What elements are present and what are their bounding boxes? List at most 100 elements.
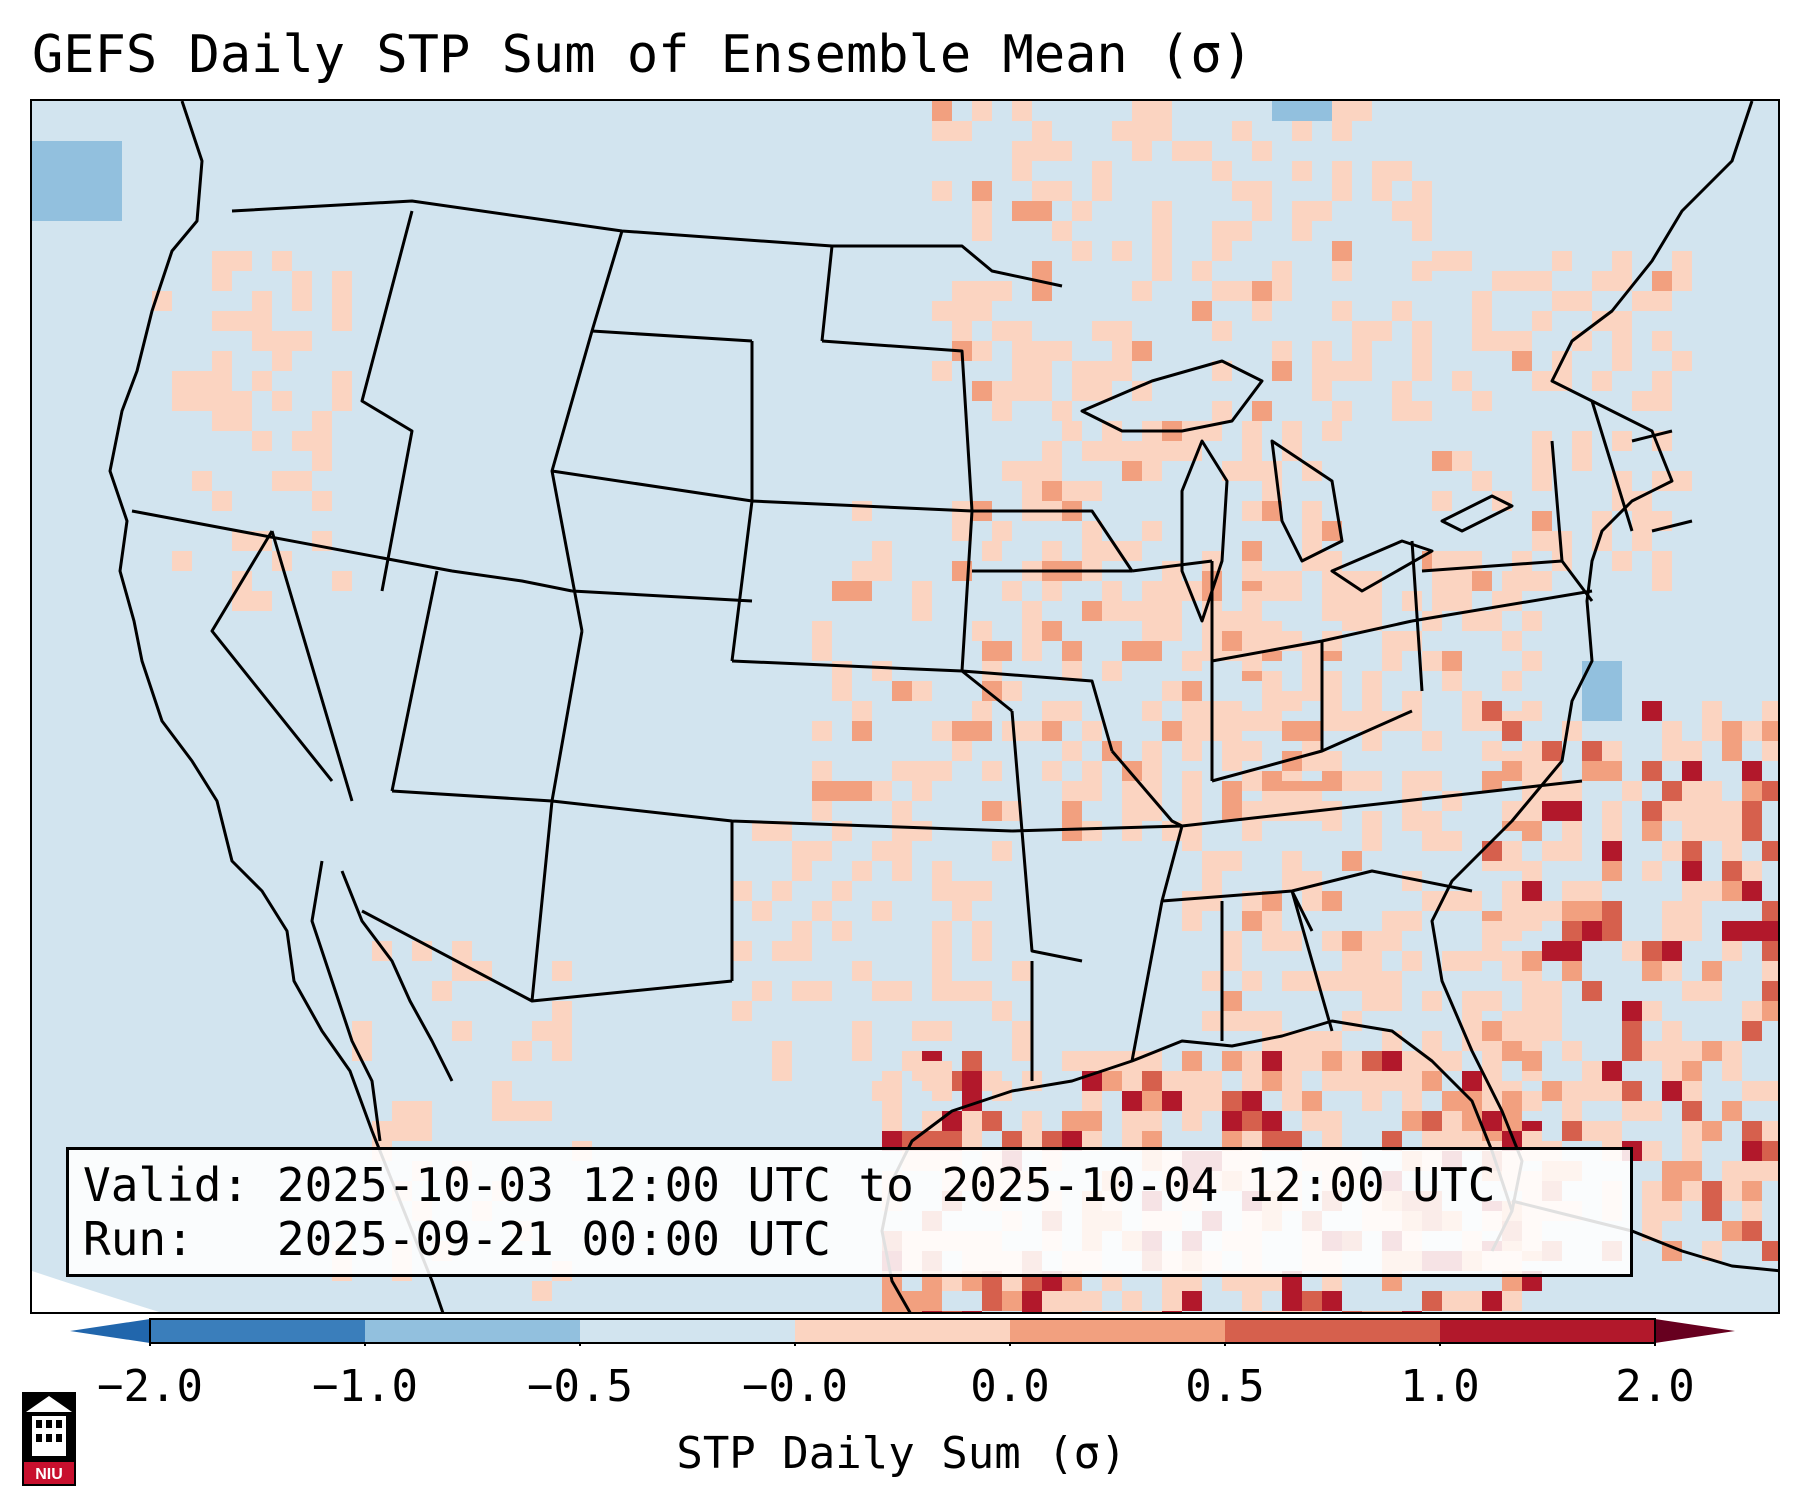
anomaly-cell bbox=[1302, 891, 1322, 911]
anomaly-cell bbox=[1022, 1291, 1042, 1311]
anomaly-cell bbox=[942, 1131, 962, 1151]
anomaly-cell bbox=[1392, 201, 1412, 221]
anomaly-cell bbox=[1662, 1021, 1682, 1041]
anomaly-cell bbox=[1472, 331, 1492, 351]
anomaly-cell bbox=[1552, 371, 1572, 391]
anomaly-cell bbox=[1252, 401, 1272, 421]
anomaly-cell bbox=[1602, 841, 1622, 861]
anomaly-cell bbox=[812, 981, 832, 1001]
anomaly-cell bbox=[772, 1061, 792, 1081]
anomaly-cell bbox=[1522, 801, 1542, 821]
anomaly-cell bbox=[1262, 1051, 1282, 1071]
anomaly-cell bbox=[1522, 741, 1542, 761]
anomaly-cell bbox=[1552, 291, 1572, 311]
colorbar-tick-label: −2.0 bbox=[97, 1361, 203, 1412]
anomaly-cell bbox=[1242, 801, 1262, 821]
anomaly-cell bbox=[1222, 991, 1242, 1011]
anomaly-cell bbox=[1302, 651, 1322, 671]
anomaly-cell bbox=[1722, 921, 1742, 941]
anomaly-cell bbox=[272, 251, 292, 271]
anomaly-cell bbox=[1082, 481, 1102, 501]
anomaly-cell bbox=[1082, 601, 1102, 621]
anomaly-cell bbox=[792, 841, 812, 861]
anomaly-cell bbox=[1162, 441, 1182, 461]
anomaly-cell bbox=[1272, 281, 1292, 301]
anomaly-cell bbox=[892, 861, 912, 881]
anomaly-cell bbox=[1502, 841, 1522, 861]
anomaly-cell bbox=[312, 491, 332, 511]
anomaly-cell bbox=[1742, 1181, 1762, 1201]
lake-michigan bbox=[1180, 439, 1229, 623]
anomaly-cell bbox=[252, 291, 272, 311]
anomaly-cell bbox=[1062, 661, 1082, 681]
anomaly-cell bbox=[1542, 841, 1562, 861]
anomaly-cell bbox=[332, 291, 352, 311]
anomaly-cell bbox=[1602, 1121, 1622, 1141]
anomaly-cell bbox=[1182, 421, 1202, 441]
anomaly-cell bbox=[1152, 201, 1172, 221]
anomaly-cell bbox=[1422, 991, 1442, 1011]
anomaly-cell bbox=[1422, 1071, 1442, 1091]
anomaly-cell bbox=[1462, 1291, 1482, 1311]
anomaly-cell bbox=[1422, 731, 1442, 751]
anomaly-cell bbox=[1122, 781, 1142, 801]
anomaly-cell bbox=[872, 901, 892, 921]
colorbar-tick-label: 0.0 bbox=[970, 1361, 1050, 1412]
colorbar-segment bbox=[580, 1319, 796, 1343]
anomaly-cell bbox=[492, 1081, 512, 1101]
anomaly-cell bbox=[1132, 101, 1152, 121]
anomaly-cell bbox=[1742, 1021, 1762, 1041]
anomaly-cell bbox=[1362, 931, 1382, 951]
colorbar bbox=[70, 1318, 1735, 1346]
anomaly-cell bbox=[192, 471, 212, 491]
anomaly-cell bbox=[312, 411, 332, 431]
anomaly-cell bbox=[872, 841, 892, 861]
anomaly-cell bbox=[1262, 671, 1282, 691]
anomaly-cell bbox=[1332, 181, 1352, 201]
anomaly-cell bbox=[1302, 551, 1322, 571]
anomaly-cell bbox=[1532, 271, 1552, 291]
anomaly-cell bbox=[852, 561, 872, 581]
anomaly-cell bbox=[1612, 251, 1632, 271]
anomaly-cell bbox=[1682, 761, 1702, 781]
anomaly-cell bbox=[1282, 1131, 1302, 1151]
anomaly-cell bbox=[1442, 651, 1462, 671]
anomaly-cell bbox=[352, 1021, 372, 1041]
anomaly-cell bbox=[732, 941, 752, 961]
anomaly-cell bbox=[1302, 791, 1322, 811]
anomaly-cell bbox=[932, 121, 952, 141]
anomaly-cell bbox=[1742, 1201, 1762, 1221]
anomaly-cell bbox=[1302, 671, 1322, 691]
anomaly-cell bbox=[1362, 691, 1382, 711]
anomaly-cell bbox=[1162, 721, 1182, 741]
anomaly-cell bbox=[1072, 381, 1092, 401]
anomaly-cell bbox=[1482, 941, 1502, 961]
anomaly-cell bbox=[1622, 1101, 1642, 1121]
anomaly-cell bbox=[192, 371, 212, 391]
colorbar-segment bbox=[795, 1319, 1011, 1343]
anomaly-cell bbox=[992, 381, 1012, 401]
anomaly-cell bbox=[892, 681, 912, 701]
anomaly-cell bbox=[1422, 1131, 1442, 1151]
anomaly-cell bbox=[1202, 891, 1222, 911]
anomaly-cell bbox=[1182, 731, 1202, 751]
anomaly-cell bbox=[1052, 181, 1072, 201]
anomaly-cell bbox=[932, 941, 952, 961]
anomaly-cell bbox=[1152, 101, 1172, 121]
anomaly-cell bbox=[1432, 251, 1452, 271]
anomaly-cell bbox=[1042, 1131, 1062, 1151]
anomaly-cell bbox=[1112, 121, 1132, 141]
anomaly-cell bbox=[1242, 421, 1262, 441]
anomaly-cell bbox=[1312, 201, 1332, 221]
anomaly-cell bbox=[1242, 591, 1262, 611]
anomaly-cell bbox=[1632, 291, 1652, 311]
anomaly-cell bbox=[1672, 351, 1692, 371]
anomaly-cell bbox=[1222, 631, 1242, 651]
anomaly-cell bbox=[1522, 881, 1542, 901]
anomaly-cell bbox=[1462, 1071, 1482, 1091]
anomaly-cell bbox=[1382, 1311, 1402, 1312]
anomaly-cell bbox=[1642, 761, 1662, 781]
anomaly-cell bbox=[972, 621, 992, 641]
anomaly-cell bbox=[1342, 591, 1362, 611]
anomaly-cell bbox=[812, 621, 832, 641]
